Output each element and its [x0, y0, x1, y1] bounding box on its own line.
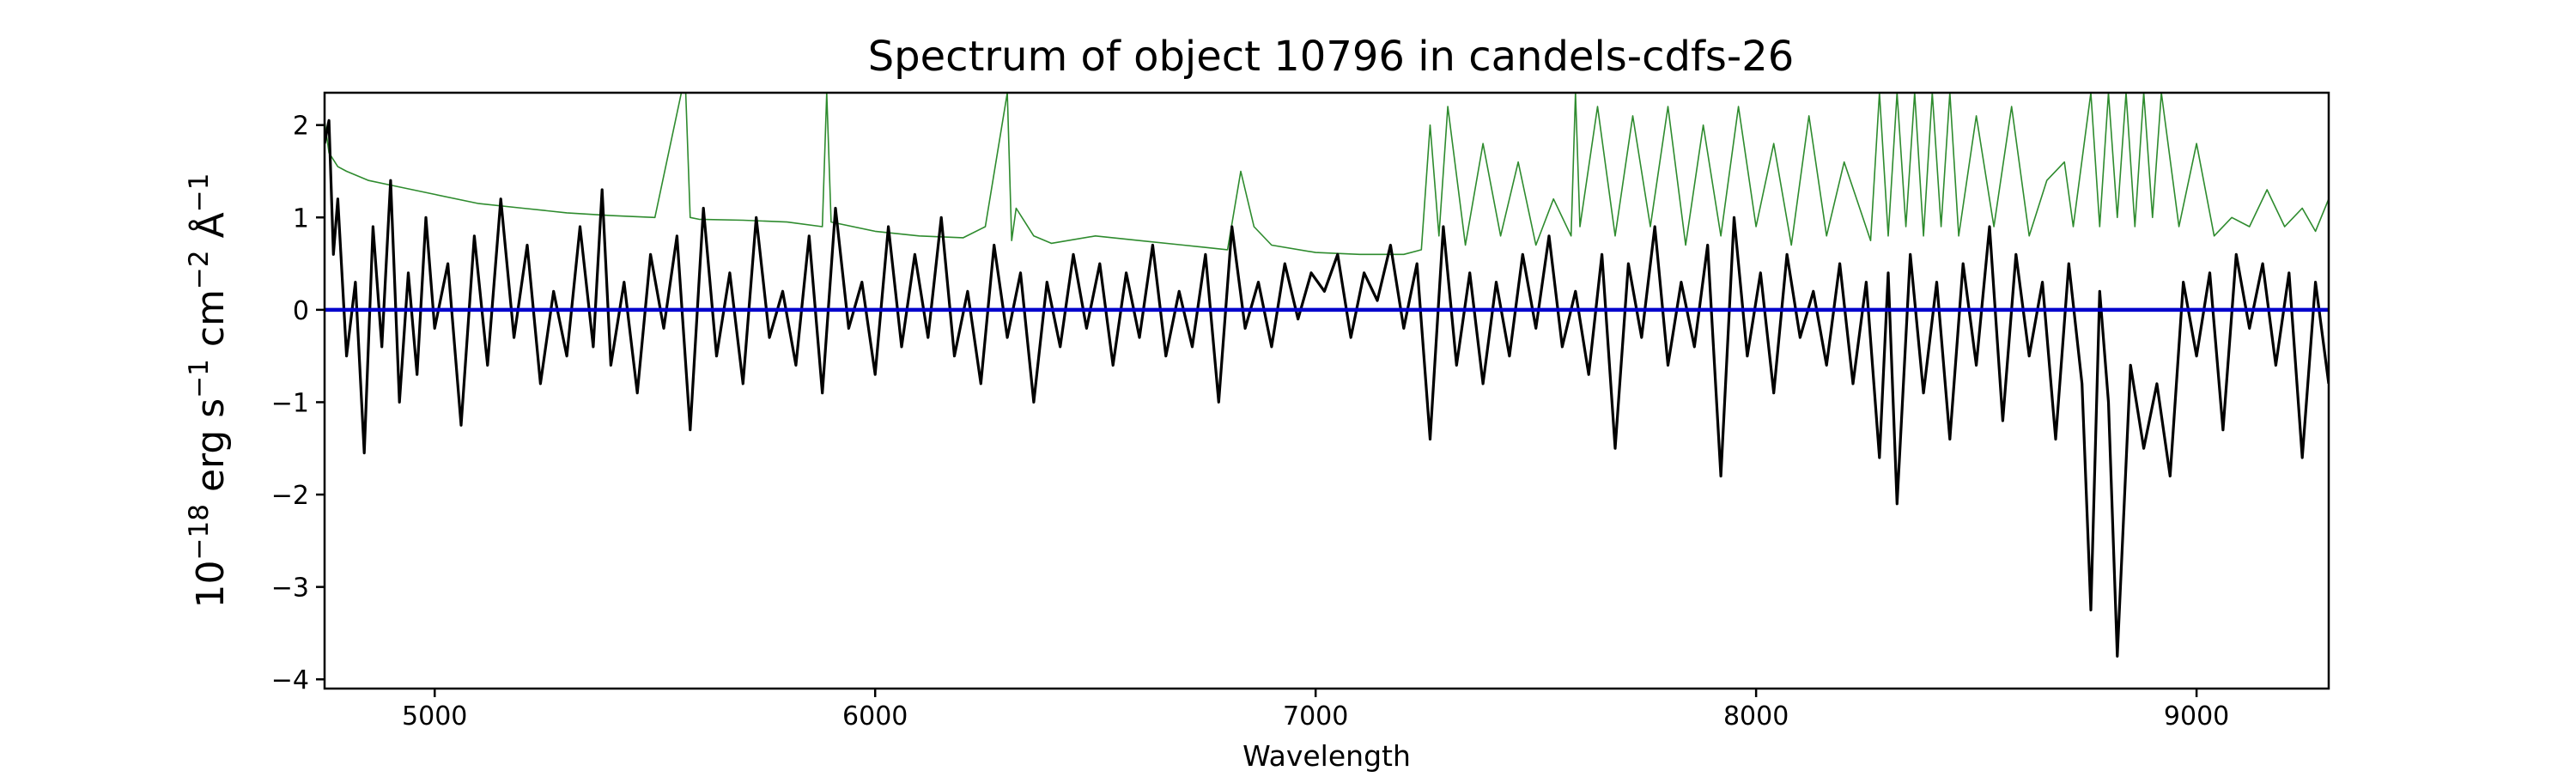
series-layer: [325, 93, 2329, 658]
y-axis-label-exp-1: −18: [184, 504, 215, 560]
y-tick-label: −1: [271, 388, 309, 418]
x-tick-label: 8000: [1723, 701, 1789, 731]
plot-area: [323, 91, 2330, 690]
y-axis-label-unit-1: erg s: [189, 398, 233, 504]
chart-title: Spectrum of object 10796 in candels-cdfs…: [868, 33, 1795, 81]
y-axis-label-unit-2: cm: [189, 289, 233, 359]
y-tick-label: 1: [293, 203, 309, 234]
y-axis-label-exp-2: −1: [184, 359, 215, 398]
y-tick-label: −2: [271, 481, 309, 511]
noise-series-line: [325, 93, 2329, 256]
x-tick-label: 5000: [402, 701, 467, 731]
x-tick-label: 7000: [1283, 701, 1348, 731]
y-axis-label-unit-3: Å: [187, 212, 233, 250]
y-tick-label: 0: [293, 296, 309, 326]
y-tick-label: −3: [271, 574, 309, 604]
x-axis: 5000 6000 7000 8000 9000: [402, 689, 2229, 731]
x-axis-label: Wavelength: [1242, 739, 1411, 773]
x-tick-label: 9000: [2164, 701, 2229, 731]
y-axis: 2 1 0 −1 −2 −3 −4: [271, 112, 325, 695]
y-axis-label: 10−18 erg s−1 cm−2 Å−1: [184, 173, 233, 609]
y-axis-label-exp-4: −1: [184, 173, 215, 213]
flux-series-line: [325, 118, 2329, 658]
y-axis-label-exp-3: −2: [184, 250, 215, 289]
x-tick-label: 6000: [842, 701, 908, 731]
y-tick-label: −4: [271, 665, 309, 695]
plot-frame: [323, 91, 2330, 690]
y-tick-label: 2: [293, 112, 309, 142]
y-axis-label-base: 10: [189, 560, 233, 608]
